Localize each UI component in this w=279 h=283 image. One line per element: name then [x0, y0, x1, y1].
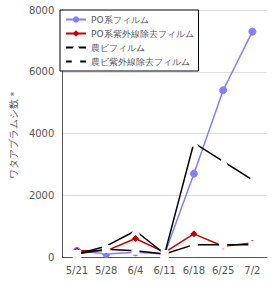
svg-text:6000: 6000: [29, 66, 54, 77]
svg-text:6/4: 6/4: [127, 265, 143, 276]
svg-text:2000: 2000: [29, 190, 54, 201]
svg-text:7/2: 7/2: [244, 265, 260, 276]
svg-text:6/25: 6/25: [212, 265, 234, 276]
svg-text:農ビ紫外線除去フィルム: 農ビ紫外線除去フィルム: [91, 57, 190, 67]
svg-text:4000: 4000: [29, 128, 54, 139]
svg-text:6/11: 6/11: [153, 265, 175, 276]
svg-text:農ビフィルム: 農ビフィルム: [91, 43, 145, 53]
svg-text:5/28: 5/28: [95, 265, 117, 276]
svg-text:8000: 8000: [29, 5, 54, 16]
svg-text:0: 0: [48, 252, 54, 263]
svg-text:5/21: 5/21: [66, 265, 88, 276]
svg-text:6/18: 6/18: [183, 265, 205, 276]
svg-text:PO系紫外線除去フィルム: PO系紫外線除去フィルム: [91, 29, 194, 39]
svg-text:ワタアブラムシ数＊: ワタアブラムシ数＊: [8, 89, 19, 179]
svg-text:PO系フィルム: PO系フィルム: [91, 15, 149, 25]
